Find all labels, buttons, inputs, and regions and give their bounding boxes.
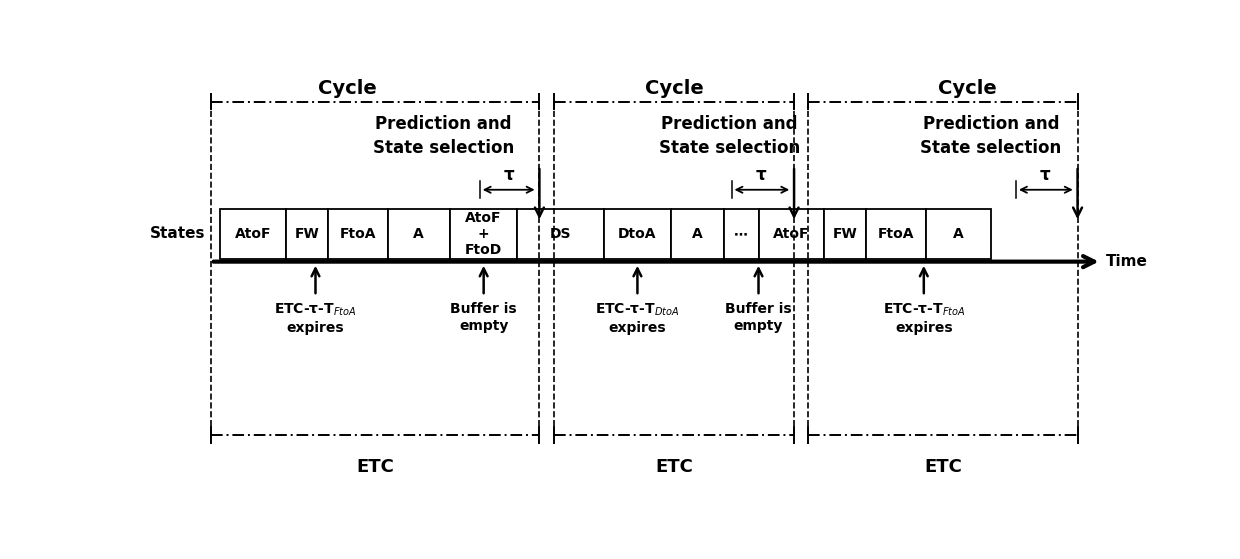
Bar [221,209,285,259]
Text: AtoF: AtoF [234,227,272,241]
Bar [823,209,866,259]
Text: ⋯: ⋯ [734,227,748,241]
Text: DtoA: DtoA [619,227,657,241]
Text: ETC: ETC [356,457,394,476]
Text: Cycle: Cycle [317,79,377,98]
Text: ETC: ETC [655,457,693,476]
Text: A: A [413,227,424,241]
Bar [866,209,926,259]
Text: Buffer is
empty: Buffer is empty [450,302,517,333]
Text: Cycle: Cycle [937,79,997,98]
Text: τ: τ [1039,166,1050,184]
Text: FW: FW [294,227,319,241]
Text: AtoF
+
FtoD: AtoF + FtoD [465,211,502,257]
Text: Time: Time [1105,254,1147,269]
Bar [759,209,823,259]
Text: DS: DS [549,227,572,241]
Text: FtoA: FtoA [340,227,376,241]
Text: FtoA: FtoA [878,227,914,241]
Text: A: A [954,227,963,241]
Bar [671,209,724,259]
Text: ETC-τ-T$_{DtoA}$
expires: ETC-τ-T$_{DtoA}$ expires [595,302,680,335]
Text: A: A [692,227,703,241]
Text: τ: τ [503,166,515,184]
Bar [604,209,671,259]
Bar [450,209,517,259]
Bar [285,209,327,259]
Bar [926,209,991,259]
Text: τ: τ [756,166,766,184]
Text: States: States [150,226,205,241]
Text: ETC-τ-T$_{FtoA}$
expires: ETC-τ-T$_{FtoA}$ expires [883,302,965,335]
Text: Prediction and
State selection: Prediction and State selection [658,115,800,157]
Bar [517,209,604,259]
Bar [724,209,759,259]
Bar [388,209,450,259]
Text: ETC: ETC [924,457,962,476]
Text: Cycle: Cycle [645,79,703,98]
Text: AtoF: AtoF [773,227,810,241]
Text: Prediction and
State selection: Prediction and State selection [373,115,513,157]
Text: Prediction and
State selection: Prediction and State selection [920,115,1061,157]
Text: FW: FW [832,227,857,241]
Text: Buffer is
empty: Buffer is empty [725,302,792,333]
Bar [327,209,388,259]
Text: ETC-τ-T$_{FtoA}$
expires: ETC-τ-T$_{FtoA}$ expires [274,302,357,335]
